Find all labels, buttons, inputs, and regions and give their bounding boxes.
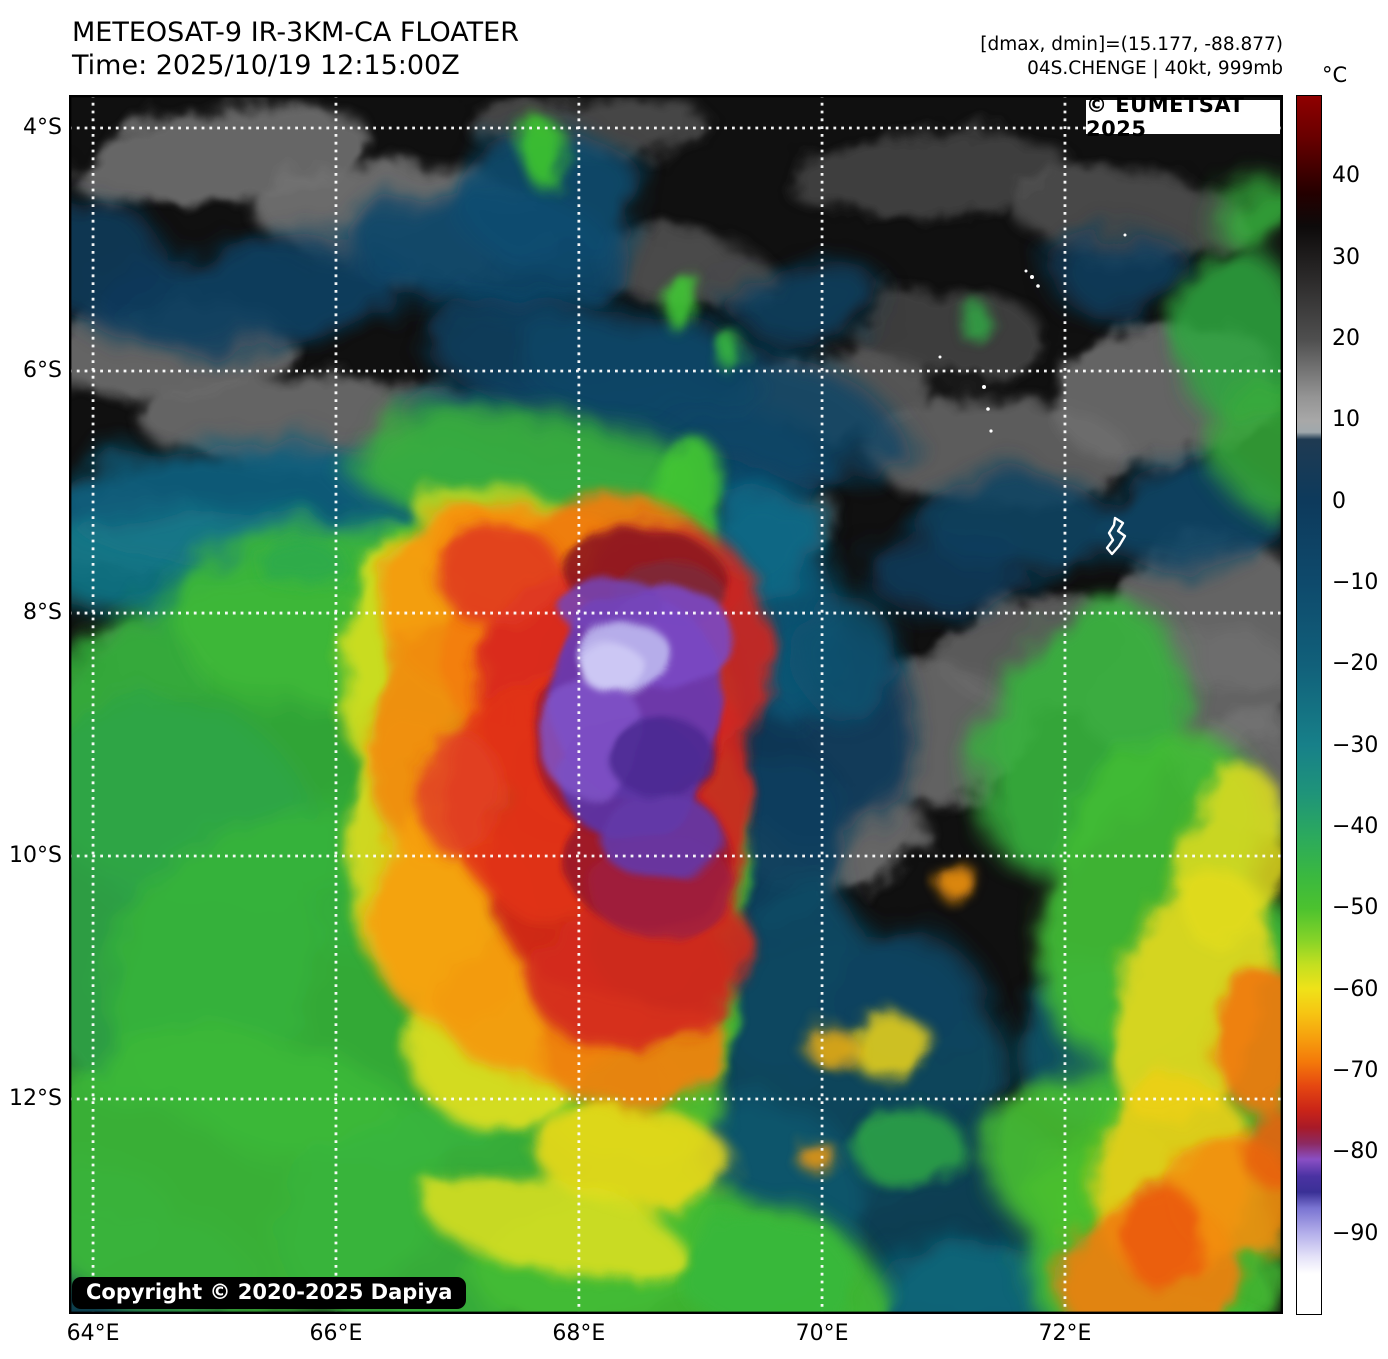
colorbar-tick-label: 20: [1332, 326, 1360, 351]
satellite-map-plot: [69, 95, 1283, 1314]
storm-info-label: 04S.CHENGE | 40kt, 999mb: [1027, 58, 1283, 79]
island-dot: [1036, 284, 1040, 288]
colorbar-tick-label: 0: [1332, 488, 1346, 514]
island-dot: [989, 429, 993, 433]
colorbar-tick-label: −50: [1332, 895, 1379, 921]
colorbar-gradient: [1297, 96, 1321, 1314]
colorbar-tick-label: 30: [1332, 244, 1360, 270]
copyright-badge: Copyright © 2020-2025 Dapiya: [72, 1277, 467, 1309]
temperature-colorbar: [1296, 95, 1322, 1315]
colorbar-units-label: °C: [1322, 63, 1348, 87]
colorbar-tick-label: −30: [1332, 732, 1379, 758]
island-dot: [1030, 275, 1034, 279]
lon-tick-label: 72°E: [1038, 1321, 1092, 1346]
plot-frame: [69, 95, 1283, 1314]
cloud-field-layers: [69, 95, 1283, 1314]
lon-tick-label: 64°E: [66, 1321, 120, 1346]
colorbar-tick-label: −70: [1332, 1058, 1379, 1083]
colorbar-tick-label: −20: [1332, 651, 1379, 677]
island-dot: [1123, 233, 1127, 237]
lat-tick-label: 8°S: [23, 600, 62, 626]
figure-time-label: Time: 2025/10/19 12:15:00Z: [72, 50, 460, 81]
island-dot: [986, 407, 990, 411]
lat-tick-label: 4°S: [23, 115, 62, 141]
latlon-grid-overlay: [69, 95, 1283, 1314]
colorbar-tick-label: −10: [1332, 570, 1379, 595]
satellite-ir-image: [69, 95, 1283, 1314]
colorbar-tick-label: 40: [1332, 163, 1360, 189]
island-coastline: [1105, 516, 1127, 556]
colorbar-tick-label: −40: [1332, 814, 1379, 839]
island-outline: [938, 233, 1127, 556]
dmax-dmin-label: [dmax, dmin]=(15.177, -88.877): [980, 34, 1283, 55]
lat-tick-label: 6°S: [23, 357, 62, 383]
island-dot: [938, 355, 942, 359]
lon-tick-label: 66°E: [309, 1321, 363, 1346]
island-dot: [1024, 269, 1028, 273]
lon-tick-label: 68°E: [552, 1321, 606, 1346]
lat-tick-label: 10°S: [9, 843, 62, 869]
lon-tick-label: 70°E: [795, 1321, 849, 1346]
colorbar-tick-label: −80: [1332, 1139, 1379, 1165]
colorbar-tick-label: 10: [1332, 407, 1360, 433]
lat-tick-label: 12°S: [9, 1085, 62, 1111]
colorbar-tick-label: −60: [1332, 976, 1379, 1002]
eumetsat-attribution-badge: © EUMETSAT 2025: [1086, 93, 1280, 141]
figure-title: METEOSAT-9 IR-3KM-CA FLOATER: [72, 17, 519, 48]
island-dot: [982, 385, 986, 389]
layer-lavender-coldest: [579, 623, 671, 691]
colorbar-tick-label: −90: [1332, 1220, 1379, 1246]
